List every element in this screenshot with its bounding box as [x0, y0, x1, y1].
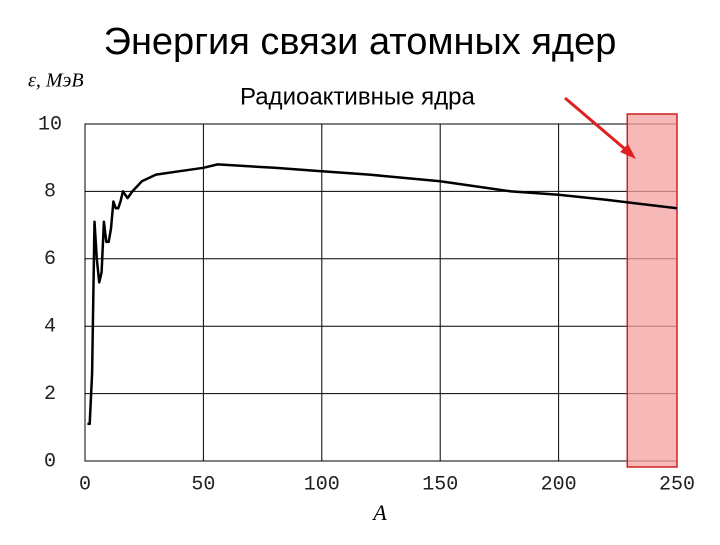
- x-tick-label: 0: [79, 473, 91, 496]
- arrow-head: [620, 144, 636, 159]
- y-tick-label: 8: [44, 181, 56, 204]
- arrow: [564, 96, 633, 157]
- y-axis-label: ε, МэВ: [28, 70, 84, 92]
- x-tick-label: 250: [659, 473, 695, 496]
- y-tick-label: 6: [44, 248, 56, 271]
- y-tick-label: 2: [44, 383, 56, 406]
- x-tick-label: 100: [304, 473, 340, 496]
- x-tick-label: 150: [422, 473, 458, 496]
- annotation: Радиоактивные ядра: [240, 83, 475, 110]
- curve: [87, 163, 678, 426]
- x-axis-label: A: [371, 500, 387, 525]
- y-tick-label: 10: [38, 113, 62, 136]
- y-tick-label: 4: [44, 315, 56, 338]
- y-tick-label: 0: [44, 450, 56, 473]
- chart-title: Энергия связи атомных ядер: [104, 21, 617, 63]
- highlight-region: [626, 113, 678, 468]
- x-tick-label: 200: [541, 473, 577, 496]
- x-tick-label: 50: [191, 473, 215, 496]
